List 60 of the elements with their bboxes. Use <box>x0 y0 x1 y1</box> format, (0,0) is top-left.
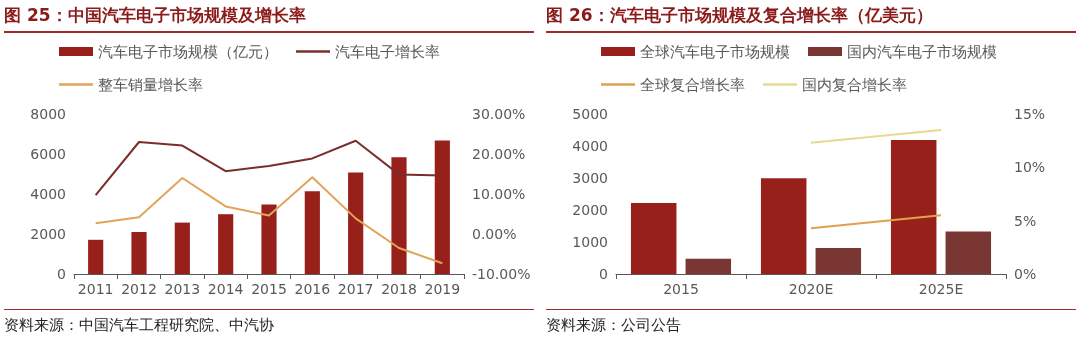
y2-tick-label: 5% <box>1014 212 1037 229</box>
y2-tick-label: 0% <box>1014 266 1037 282</box>
y-tick-label: 2000 <box>30 226 66 242</box>
legend-label: 汽车电子市场规模（亿元） <box>98 42 278 61</box>
y-tick-label: 2000 <box>572 202 608 218</box>
bar <box>630 202 677 274</box>
bar <box>131 232 147 274</box>
bar <box>685 258 732 274</box>
line-series <box>94 176 444 265</box>
bar <box>945 231 992 274</box>
y-tick-label: 4000 <box>572 138 608 154</box>
legend-label: 整车销量增长率 <box>98 75 203 94</box>
x-tick-label: 2015 <box>663 281 699 297</box>
x-tick-label: 2020E <box>788 281 834 297</box>
legend-label: 国内汽车电子市场规模 <box>847 42 997 61</box>
legend-label: 汽车电子增长率 <box>335 42 440 61</box>
legend-label: 国内复合增长率 <box>802 75 907 94</box>
bar <box>434 140 450 274</box>
y-tick-label: 4000 <box>30 186 66 202</box>
bar <box>218 214 234 274</box>
bar <box>391 157 407 274</box>
y-tick-label: 0 <box>599 266 608 282</box>
y-tick-label: 8000 <box>30 106 66 122</box>
y-tick-label: 0 <box>57 266 66 282</box>
bar <box>348 172 364 274</box>
text: 资料来源：中国汽车工程研究院、中汽协 <box>4 309 534 335</box>
x-tick-label: 2011 <box>77 281 114 297</box>
y2-tick-label: 20.00% <box>472 146 526 162</box>
y-tick-label: 3000 <box>572 170 608 186</box>
x-tick-label: 2017 <box>337 281 374 297</box>
x-tick-label: 2019 <box>424 281 461 297</box>
line-series <box>94 139 444 197</box>
x-tick-label: 2012 <box>121 281 157 297</box>
x-tick-label: 2016 <box>294 281 331 297</box>
y-tick-label: 1000 <box>572 234 608 250</box>
bar <box>174 222 190 274</box>
y2-tick-label: 30.00% <box>472 106 526 122</box>
bar <box>760 178 807 274</box>
chart-title: 图 25：中国汽车电子市场规模及增长率 <box>4 4 534 33</box>
bar <box>88 239 104 274</box>
y2-tick-label: 10% <box>1014 159 1046 176</box>
y2-tick-label: 10.00% <box>472 186 526 202</box>
legend-label: 全球复合增长率 <box>640 75 745 94</box>
y2-tick-label: 15% <box>1014 106 1046 122</box>
text: 资料来源：公司公告 <box>546 309 1076 335</box>
y-tick-label: 6000 <box>30 146 66 162</box>
chart-title: 图 26：汽车电子市场规模及复合增长率（亿美元） <box>546 4 1076 33</box>
bar <box>304 191 320 274</box>
x-tick-label: 2018 <box>381 281 417 297</box>
x-tick-label: 2013 <box>164 281 201 297</box>
x-tick-label: 2025E <box>918 281 964 297</box>
y-tick-label: 5000 <box>572 106 608 122</box>
y2-tick-label: 0.00% <box>472 226 517 242</box>
bar <box>261 204 277 274</box>
legend-label: 全球汽车电子市场规模 <box>640 42 790 61</box>
bar <box>890 139 937 274</box>
x-tick-label: 2015 <box>251 281 287 297</box>
y2-tick-label: -10.00% <box>472 266 531 282</box>
bar <box>815 248 862 274</box>
x-tick-label: 2014 <box>207 281 244 297</box>
